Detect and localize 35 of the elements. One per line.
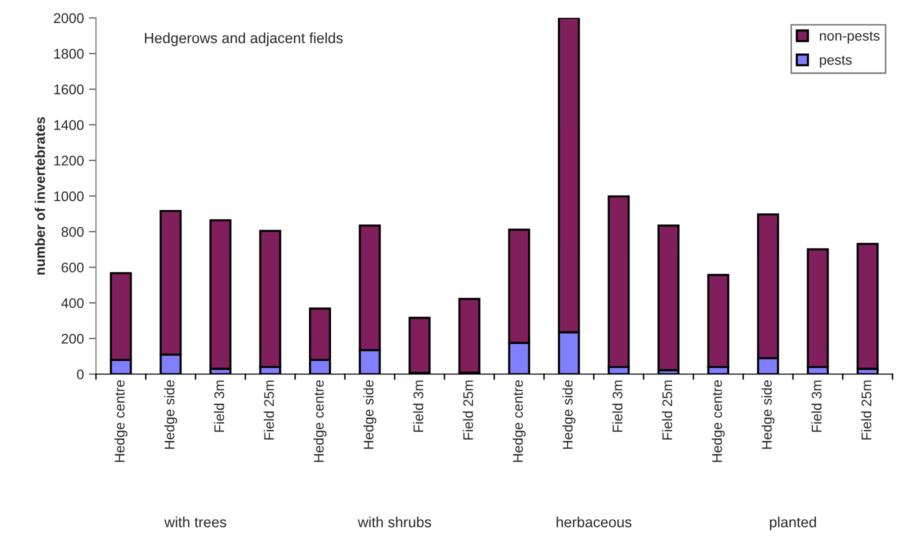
x-tick-label: Field 25m xyxy=(861,380,872,440)
y-tick-label: 2000 xyxy=(54,13,84,24)
x-tick-label: Field 25m xyxy=(462,380,474,440)
x-tick-label: Hedge side xyxy=(164,380,178,449)
y-tick-label: 0 xyxy=(76,369,84,380)
y-tick-label: 800 xyxy=(62,226,84,237)
y-tick-label: 600 xyxy=(62,262,84,272)
text: herbaceous xyxy=(556,516,632,528)
y-tick-label: 1800 xyxy=(54,48,84,59)
x-tick-label: Hedge side xyxy=(762,380,775,449)
legend-label: pests xyxy=(820,56,852,68)
x-tick-label: Hedge centre xyxy=(114,380,128,462)
x-tick-label: Hedge centre xyxy=(712,380,725,462)
y-axis-title: number of invertebrates xyxy=(34,117,45,275)
y-tick-label: 1400 xyxy=(54,120,84,130)
x-tick-label: Field 25m xyxy=(662,380,672,440)
y-tick-label: 400 xyxy=(61,298,84,308)
x-tick-label: Hedge centre xyxy=(512,380,526,462)
y-tick-label: 1000 xyxy=(54,191,84,202)
y-tick-label: 1600 xyxy=(54,84,84,94)
x-tick-label: Field 3m xyxy=(612,380,622,432)
y-tick-label: 1200 xyxy=(54,156,84,166)
x-tick-label: Hedge side xyxy=(562,380,576,449)
x-tick-label: Hedge centre xyxy=(314,380,326,462)
x-tick-label: Hedge side xyxy=(363,380,376,449)
x-tick-label: Field 25m xyxy=(264,380,274,440)
text: Hedgerows and adjacent fields xyxy=(144,32,343,46)
y-tick-label: 200 xyxy=(62,334,84,344)
text: planted xyxy=(770,516,816,530)
x-tick-label: Field 3m xyxy=(214,380,224,432)
text: with trees xyxy=(164,516,226,528)
x-tick-label: Field 3m xyxy=(811,380,822,432)
x-tick-label: Field 3m xyxy=(413,380,424,432)
legend-label: non-pests xyxy=(820,32,880,44)
text: with shrubs xyxy=(358,516,432,528)
